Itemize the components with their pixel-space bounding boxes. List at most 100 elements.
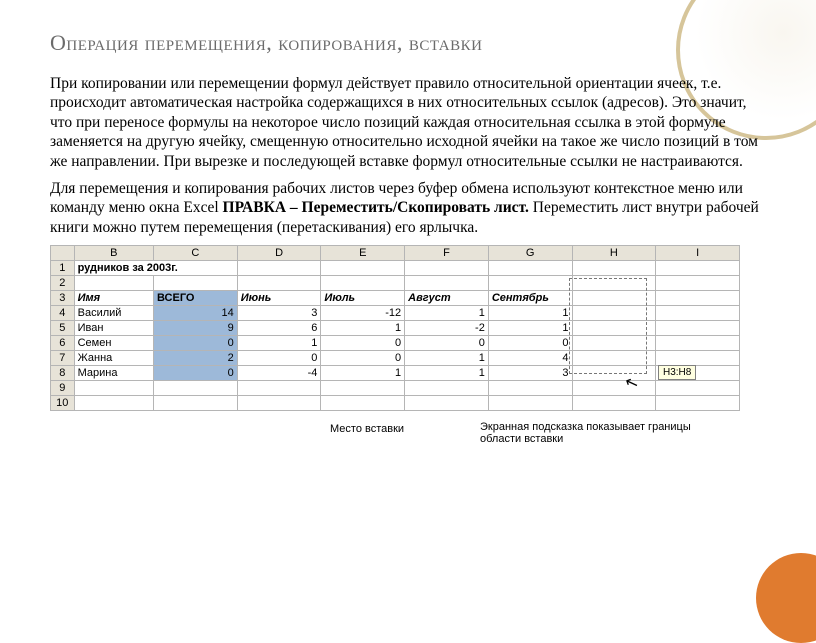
row-1: 1 рудников за 2003г. (51, 261, 740, 276)
cell-B7[interactable]: Жанна (74, 351, 153, 366)
cell-G7[interactable]: 4 (488, 351, 572, 366)
colhdr-C[interactable]: C (154, 246, 238, 261)
rowhdr-5[interactable]: 5 (51, 321, 75, 336)
cell-F1[interactable] (405, 261, 489, 276)
cell-C3[interactable]: ВСЕГО (154, 291, 238, 306)
colhdr-D[interactable]: D (237, 246, 321, 261)
cell-I4[interactable] (656, 306, 740, 321)
cell-I1[interactable] (656, 261, 740, 276)
cell-D6[interactable]: 1 (237, 336, 321, 351)
cell-B5[interactable]: Иван (74, 321, 153, 336)
cell-D5[interactable]: 6 (237, 321, 321, 336)
cell-F3[interactable]: Август (405, 291, 489, 306)
colhdr-F[interactable]: F (405, 246, 489, 261)
rowhdr-7[interactable]: 7 (51, 351, 75, 366)
colhdr-B[interactable]: B (74, 246, 153, 261)
cell-D4[interactable]: 3 (237, 306, 321, 321)
cell-H6[interactable] (572, 336, 656, 351)
colhdr-G[interactable]: G (488, 246, 572, 261)
cell-G9[interactable] (488, 381, 572, 396)
cell-I9[interactable] (656, 381, 740, 396)
cell-C10[interactable] (154, 396, 238, 411)
cell-I6[interactable] (656, 336, 740, 351)
cell-E7[interactable]: 0 (321, 351, 405, 366)
cell-C6[interactable]: 0 (154, 336, 238, 351)
cell-I5[interactable] (656, 321, 740, 336)
cell-D3[interactable]: Июнь (237, 291, 321, 306)
cell-E8[interactable]: 1 (321, 366, 405, 381)
cell-H10[interactable] (572, 396, 656, 411)
cell-B8[interactable]: Марина (74, 366, 153, 381)
cell-H1[interactable] (572, 261, 656, 276)
cell-C2[interactable] (154, 276, 238, 291)
rowhdr-3[interactable]: 3 (51, 291, 75, 306)
rowhdr-8[interactable]: 8 (51, 366, 75, 381)
cell-F10[interactable] (405, 396, 489, 411)
row-5: 5 Иван 9 6 1 -2 1 (51, 321, 740, 336)
cell-E2[interactable] (321, 276, 405, 291)
corner-cell[interactable] (51, 246, 75, 261)
rowhdr-1[interactable]: 1 (51, 261, 75, 276)
cell-H9[interactable] (572, 381, 656, 396)
cell-G4[interactable]: 1 (488, 306, 572, 321)
cell-G5[interactable]: 1 (488, 321, 572, 336)
cell-D10[interactable] (237, 396, 321, 411)
cell-G8[interactable]: 3 (488, 366, 572, 381)
cell-B1[interactable]: рудников за 2003г. (74, 261, 237, 276)
colhdr-H[interactable]: H (572, 246, 656, 261)
cell-C8[interactable]: 0 (154, 366, 238, 381)
cell-G2[interactable] (488, 276, 572, 291)
cell-H4[interactable] (572, 306, 656, 321)
cell-B4[interactable]: Василий (74, 306, 153, 321)
cell-E1[interactable] (321, 261, 405, 276)
cell-F2[interactable] (405, 276, 489, 291)
cell-D8[interactable]: -4 (237, 366, 321, 381)
rowhdr-9[interactable]: 9 (51, 381, 75, 396)
cell-G3[interactable]: Сентябрь (488, 291, 572, 306)
cell-B9[interactable] (74, 381, 153, 396)
cell-I2[interactable] (656, 276, 740, 291)
rowhdr-2[interactable]: 2 (51, 276, 75, 291)
cell-I3[interactable] (656, 291, 740, 306)
cell-D2[interactable] (237, 276, 321, 291)
cell-E6[interactable]: 0 (321, 336, 405, 351)
cell-E5[interactable]: 1 (321, 321, 405, 336)
cell-E9[interactable] (321, 381, 405, 396)
cell-I7[interactable] (656, 351, 740, 366)
cell-C7[interactable]: 2 (154, 351, 238, 366)
cell-I10[interactable] (656, 396, 740, 411)
annotation-insert-place: Место вставки (330, 423, 404, 435)
cell-E3[interactable]: Июль (321, 291, 405, 306)
cell-E10[interactable] (321, 396, 405, 411)
cell-G1[interactable] (488, 261, 572, 276)
cell-D7[interactable]: 0 (237, 351, 321, 366)
colhdr-E[interactable]: E (321, 246, 405, 261)
cell-B10[interactable] (74, 396, 153, 411)
cell-F5[interactable]: -2 (405, 321, 489, 336)
cell-H7[interactable] (572, 351, 656, 366)
cell-D1[interactable] (237, 261, 321, 276)
rowhdr-4[interactable]: 4 (51, 306, 75, 321)
cell-B2[interactable] (74, 276, 153, 291)
cell-C9[interactable] (154, 381, 238, 396)
cell-E4[interactable]: -12 (321, 306, 405, 321)
cell-G6[interactable]: 0 (488, 336, 572, 351)
cell-G10[interactable] (488, 396, 572, 411)
cell-F7[interactable]: 1 (405, 351, 489, 366)
cell-F6[interactable]: 0 (405, 336, 489, 351)
rowhdr-6[interactable]: 6 (51, 336, 75, 351)
cell-B3[interactable]: Имя (74, 291, 153, 306)
cell-H3[interactable] (572, 291, 656, 306)
cell-B6[interactable]: Семен (74, 336, 153, 351)
colhdr-I[interactable]: I (656, 246, 740, 261)
cell-F9[interactable] (405, 381, 489, 396)
cell-H2[interactable] (572, 276, 656, 291)
cell-F4[interactable]: 1 (405, 306, 489, 321)
cell-H5[interactable] (572, 321, 656, 336)
rowhdr-10[interactable]: 10 (51, 396, 75, 411)
cell-C4[interactable]: 14 (154, 306, 238, 321)
cell-F8[interactable]: 1 (405, 366, 489, 381)
cell-C5[interactable]: 9 (154, 321, 238, 336)
cell-D9[interactable] (237, 381, 321, 396)
cell-H8[interactable] (572, 366, 656, 381)
